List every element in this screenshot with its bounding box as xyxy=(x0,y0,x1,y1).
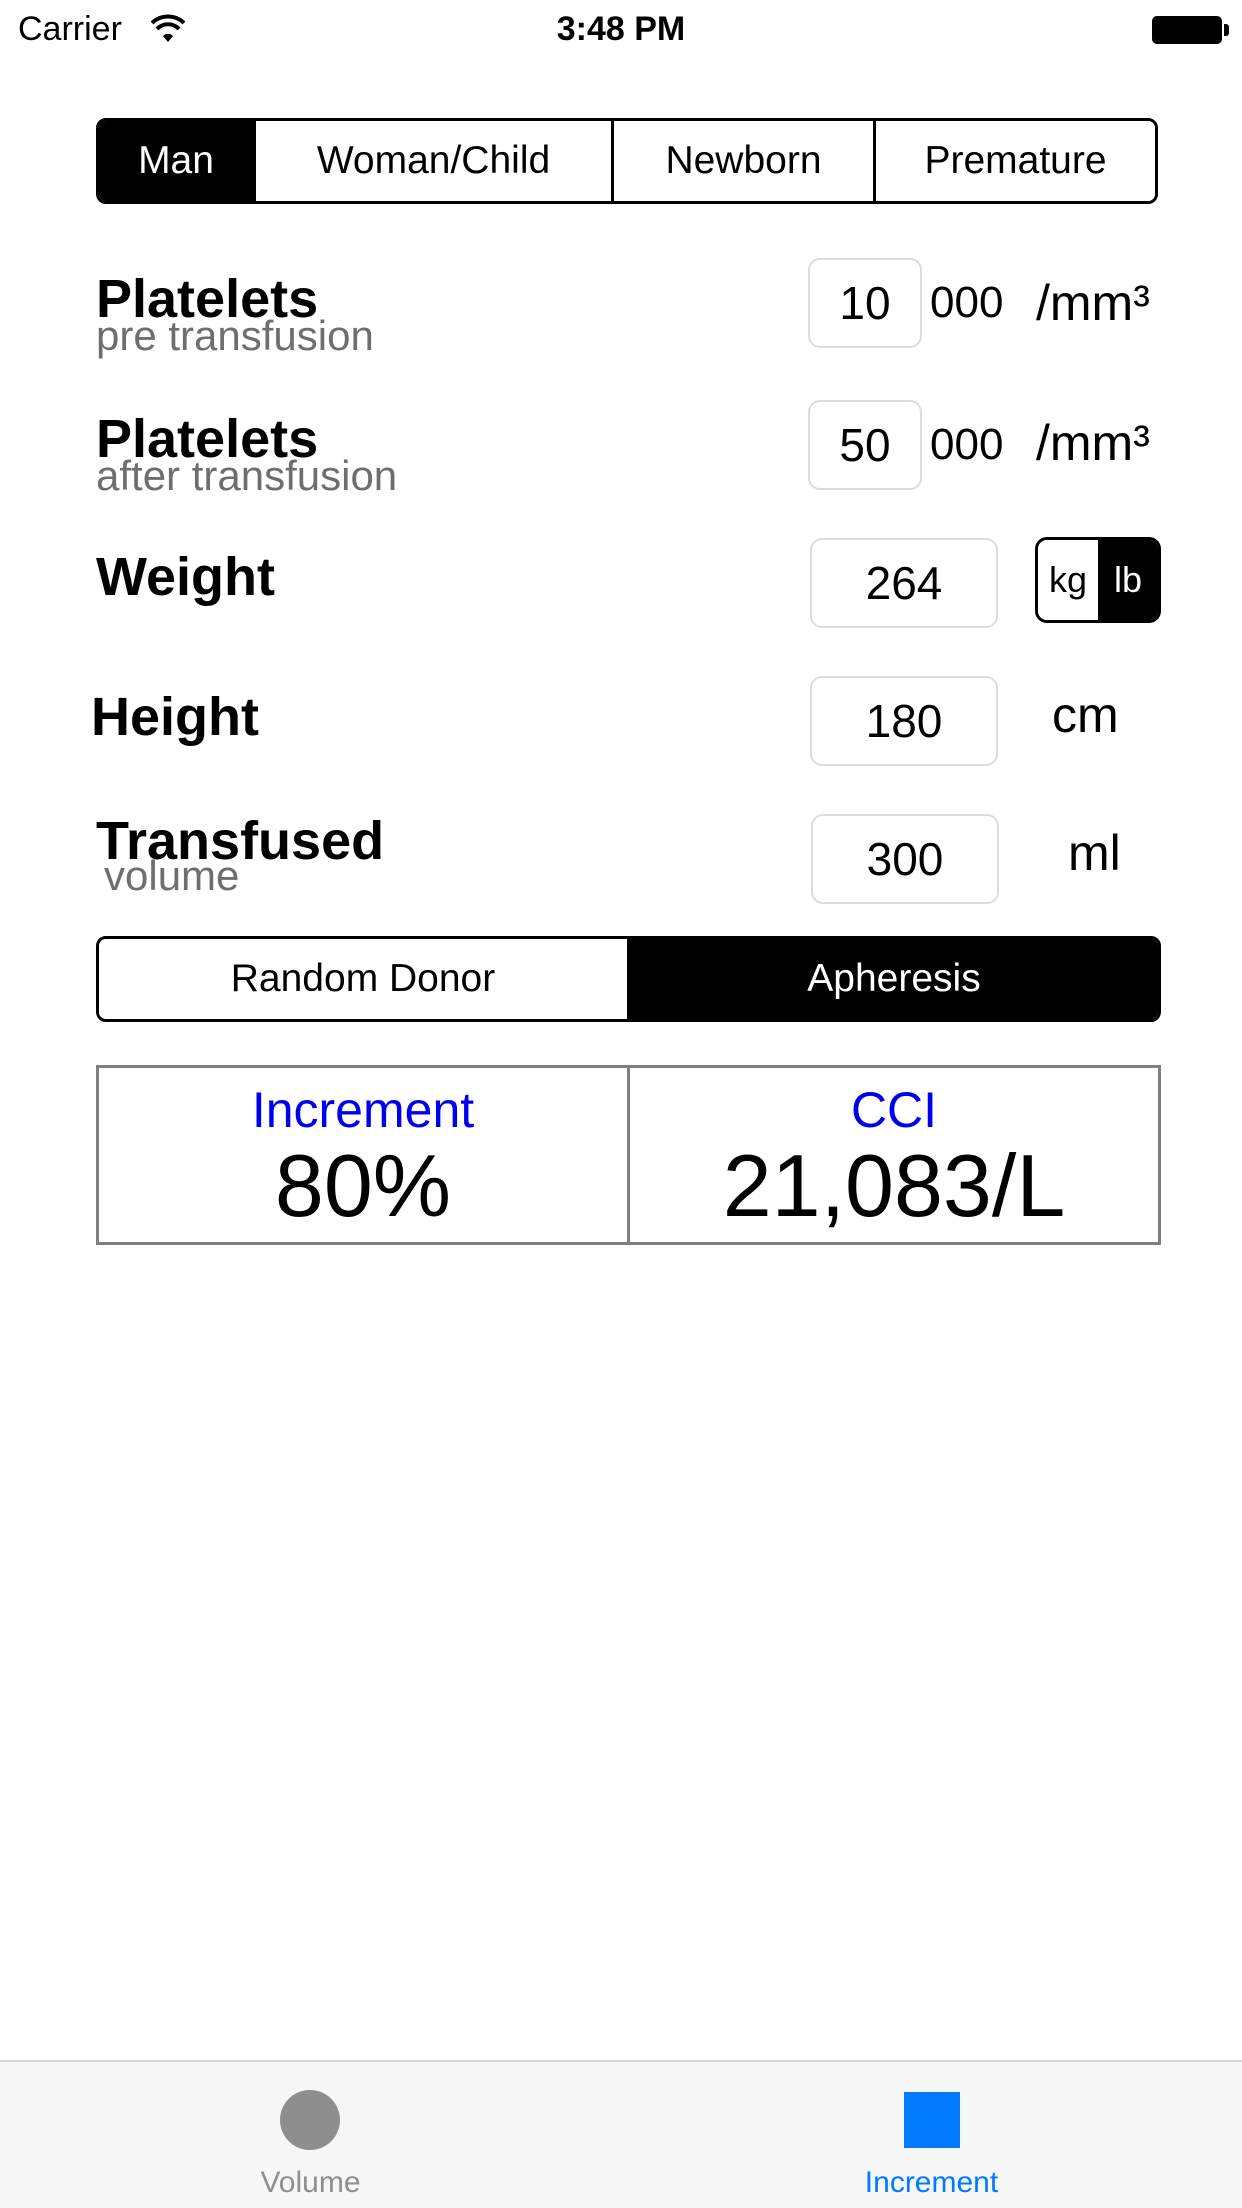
transfused-sublabel: volume xyxy=(104,852,240,899)
platelets-pre-input[interactable]: 10 xyxy=(808,258,922,348)
tab-volume[interactable]: Volume xyxy=(0,2062,621,2208)
platelets-pre-unit: /mm³ xyxy=(1036,275,1150,331)
platelets-pre-label: Platelets xyxy=(96,269,319,329)
increment-value: 80% xyxy=(274,1136,452,1235)
increment-label: Increment xyxy=(251,1082,475,1138)
status-bar: Carrier 3:48 PM xyxy=(0,0,1242,60)
height-label: Height xyxy=(91,687,259,747)
battery-icon xyxy=(1152,16,1222,44)
segment-man[interactable]: Man xyxy=(99,121,253,201)
tab-increment[interactable]: Increment xyxy=(621,2062,1242,2208)
increment-result: Increment 80% xyxy=(99,1068,627,1242)
platelets-after-input[interactable]: 50 xyxy=(808,400,922,490)
transfused-volume-input[interactable]: 300 xyxy=(811,814,999,904)
wifi-icon xyxy=(150,14,186,42)
segment-woman-child[interactable]: Woman/Child xyxy=(253,121,611,201)
weight-input[interactable]: 264 xyxy=(810,538,998,628)
segment-random-donor[interactable]: Random Donor xyxy=(99,939,627,1019)
transfused-unit: ml xyxy=(1068,825,1121,881)
height-unit: cm xyxy=(1052,687,1119,743)
patient-type-segmented-control: Man Woman/Child Newborn Premature xyxy=(96,118,1158,204)
donor-type-segmented-control: Random Donor Apheresis xyxy=(96,936,1161,1022)
tab-increment-label: Increment xyxy=(864,2166,999,2199)
status-time: 3:48 PM xyxy=(556,10,686,48)
platelets-after-sublabel: after transfusion xyxy=(96,452,398,499)
platelets-after-unit: /mm³ xyxy=(1036,415,1150,471)
cci-result: CCI 21,083/L xyxy=(627,1068,1158,1242)
circle-icon xyxy=(280,2090,340,2150)
transfused-label: Transfused xyxy=(96,811,385,871)
weight-label: Weight xyxy=(96,547,275,607)
segment-premature[interactable]: Premature xyxy=(873,121,1155,201)
segment-lb[interactable]: lb xyxy=(1098,540,1158,620)
segment-newborn[interactable]: Newborn xyxy=(611,121,873,201)
cci-value: 21,083/L xyxy=(722,1136,1066,1235)
battery-tip xyxy=(1224,24,1229,36)
segment-apheresis[interactable]: Apheresis xyxy=(627,939,1158,1019)
weight-unit-segmented-control: kg lb xyxy=(1035,537,1161,623)
tab-volume-label: Volume xyxy=(260,2166,361,2199)
segment-kg[interactable]: kg xyxy=(1038,540,1098,620)
platelets-pre-sublabel: pre transfusion xyxy=(96,312,374,359)
tab-bar: Volume Increment xyxy=(0,2060,1242,2208)
platelets-pre-suffix: 000 xyxy=(930,278,1004,327)
cci-label: CCI xyxy=(850,1082,938,1138)
platelets-after-suffix: 000 xyxy=(930,420,1004,469)
square-icon xyxy=(904,2092,960,2148)
platelets-after-label: Platelets xyxy=(96,409,319,469)
results-panel: Increment 80% CCI 21,083/L xyxy=(96,1065,1161,1245)
height-input[interactable]: 180 xyxy=(810,676,998,766)
carrier-label: Carrier xyxy=(18,10,122,48)
